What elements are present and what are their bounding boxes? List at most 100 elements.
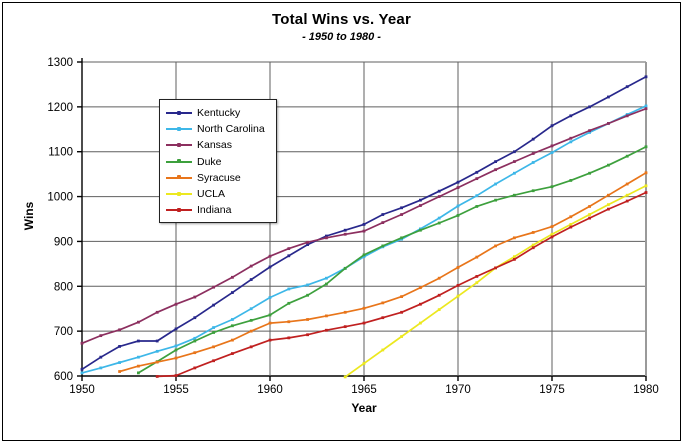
- series-marker-duke: [193, 339, 197, 343]
- series-marker-duke: [343, 266, 347, 270]
- series-marker-duke: [212, 331, 215, 334]
- series-marker-kentucky: [362, 222, 366, 226]
- series-marker-indiana: [306, 333, 309, 337]
- series-marker-kansas: [99, 334, 103, 338]
- series-marker-duke: [137, 371, 140, 375]
- chart-frame: Total Wins vs. Year - 1950 to 1980 - Win…: [2, 2, 681, 441]
- series-marker-syracuse: [343, 310, 347, 314]
- series-marker-north-carolina: [456, 204, 460, 208]
- series-marker-north-carolina: [588, 131, 591, 134]
- series-marker-north-carolina: [174, 344, 178, 348]
- series-marker-duke: [494, 198, 497, 202]
- series-marker-indiana: [437, 293, 441, 297]
- series-marker-kentucky: [343, 228, 347, 232]
- series-marker-indiana: [362, 321, 366, 325]
- series-marker-indiana: [249, 345, 253, 349]
- series-marker-syracuse: [494, 244, 497, 248]
- legend-label: Syracuse: [197, 171, 241, 184]
- series-line-duke: [137, 146, 647, 374]
- series-marker-duke: [362, 253, 366, 257]
- series-marker-syracuse: [287, 320, 291, 324]
- series-marker-ucla: [381, 348, 385, 352]
- series-marker-kentucky: [287, 254, 291, 258]
- series-marker-indiana: [231, 352, 234, 355]
- series-marker-indiana: [400, 310, 403, 314]
- series-marker-indiana: [343, 325, 347, 329]
- series-marker-kansas: [268, 254, 272, 258]
- series-marker-kansas: [400, 213, 403, 216]
- series-marker-north-carolina: [137, 355, 140, 359]
- series-marker-indiana: [456, 283, 460, 287]
- series-marker-north-carolina: [155, 349, 159, 353]
- series-marker-duke: [249, 318, 253, 322]
- series-marker-indiana: [607, 207, 610, 211]
- legend-label: Duke: [197, 155, 222, 168]
- series-marker-ucla: [362, 362, 366, 365]
- legend: Kentucky North Carolina Kansas Duke Syracuse…: [159, 99, 277, 224]
- series-marker-kentucky: [419, 198, 422, 202]
- series-marker-indiana: [174, 374, 178, 377]
- series-marker-ucla: [475, 281, 479, 285]
- series-marker-syracuse: [437, 276, 441, 280]
- series-marker-indiana: [325, 328, 328, 332]
- series-marker-kentucky: [588, 105, 591, 109]
- series-marker-ucla: [343, 375, 347, 379]
- legend-line-swatch: [166, 175, 192, 180]
- series-marker-duke: [287, 301, 291, 305]
- series-marker-north-carolina: [494, 182, 497, 186]
- series-marker-duke: [268, 313, 272, 317]
- plot-area: 600 700 800 900 1000 1100 1200 1300 1950 1955 1960…: [47, 57, 658, 396]
- series-marker-north-carolina: [550, 151, 554, 155]
- x-tick-label: 1955: [163, 384, 189, 396]
- series-marker-syracuse: [513, 236, 516, 240]
- legend-label: Kentucky: [197, 107, 241, 120]
- series-marker-kansas: [437, 195, 441, 198]
- series-marker-duke: [607, 163, 610, 167]
- series-marker-indiana: [419, 302, 422, 306]
- series-marker-kansas: [362, 229, 366, 233]
- series-marker-ucla: [644, 184, 648, 188]
- series-marker-kentucky: [475, 170, 479, 174]
- series-marker-north-carolina: [118, 361, 121, 364]
- series-marker-kansas: [80, 341, 84, 345]
- series-marker-north-carolina: [212, 326, 215, 329]
- series-marker-duke: [569, 179, 573, 182]
- series-marker-syracuse: [588, 205, 591, 208]
- series-line-ucla: [344, 185, 647, 378]
- series-marker-kansas: [137, 320, 140, 324]
- series-marker-indiana: [155, 375, 159, 378]
- series-marker-duke: [174, 348, 178, 352]
- series-marker-kentucky: [531, 137, 535, 141]
- series-marker-north-carolina: [268, 296, 272, 299]
- series-marker-north-carolina: [644, 104, 648, 108]
- series-marker-kansas: [475, 177, 479, 181]
- series-marker-kansas: [343, 232, 347, 236]
- series-marker-kansas: [588, 129, 591, 133]
- series-marker-duke: [437, 221, 441, 225]
- legend-label: North Carolina: [197, 123, 265, 136]
- series-marker-syracuse: [249, 329, 253, 333]
- series-marker-kentucky: [137, 339, 140, 343]
- y-tick-label: 600: [54, 371, 73, 383]
- series-marker-north-carolina: [569, 140, 573, 144]
- chart-subtitle: - 1950 to 1980 -: [302, 31, 381, 43]
- series-marker-duke: [513, 193, 516, 197]
- series-marker-kentucky: [550, 124, 554, 128]
- series-marker-kentucky: [437, 189, 441, 193]
- series-marker-kansas: [287, 247, 291, 251]
- series-marker-syracuse: [174, 356, 178, 360]
- x-axis-label: Year: [351, 401, 377, 415]
- series-marker-kansas: [212, 285, 215, 289]
- series-marker-kentucky: [118, 344, 121, 348]
- series-marker-ucla: [437, 308, 441, 312]
- series-marker-kentucky: [607, 95, 610, 99]
- legend-item-kentucky: Kentucky: [166, 105, 272, 121]
- series-marker-syracuse: [268, 321, 272, 325]
- series-marker-indiana: [625, 199, 629, 203]
- legend-line-swatch: [166, 191, 192, 196]
- series-marker-syracuse: [625, 182, 629, 186]
- series-marker-syracuse: [325, 314, 328, 318]
- series-marker-kansas: [325, 236, 328, 240]
- series-marker-syracuse: [306, 318, 309, 321]
- x-tick-label: 1950: [69, 384, 95, 396]
